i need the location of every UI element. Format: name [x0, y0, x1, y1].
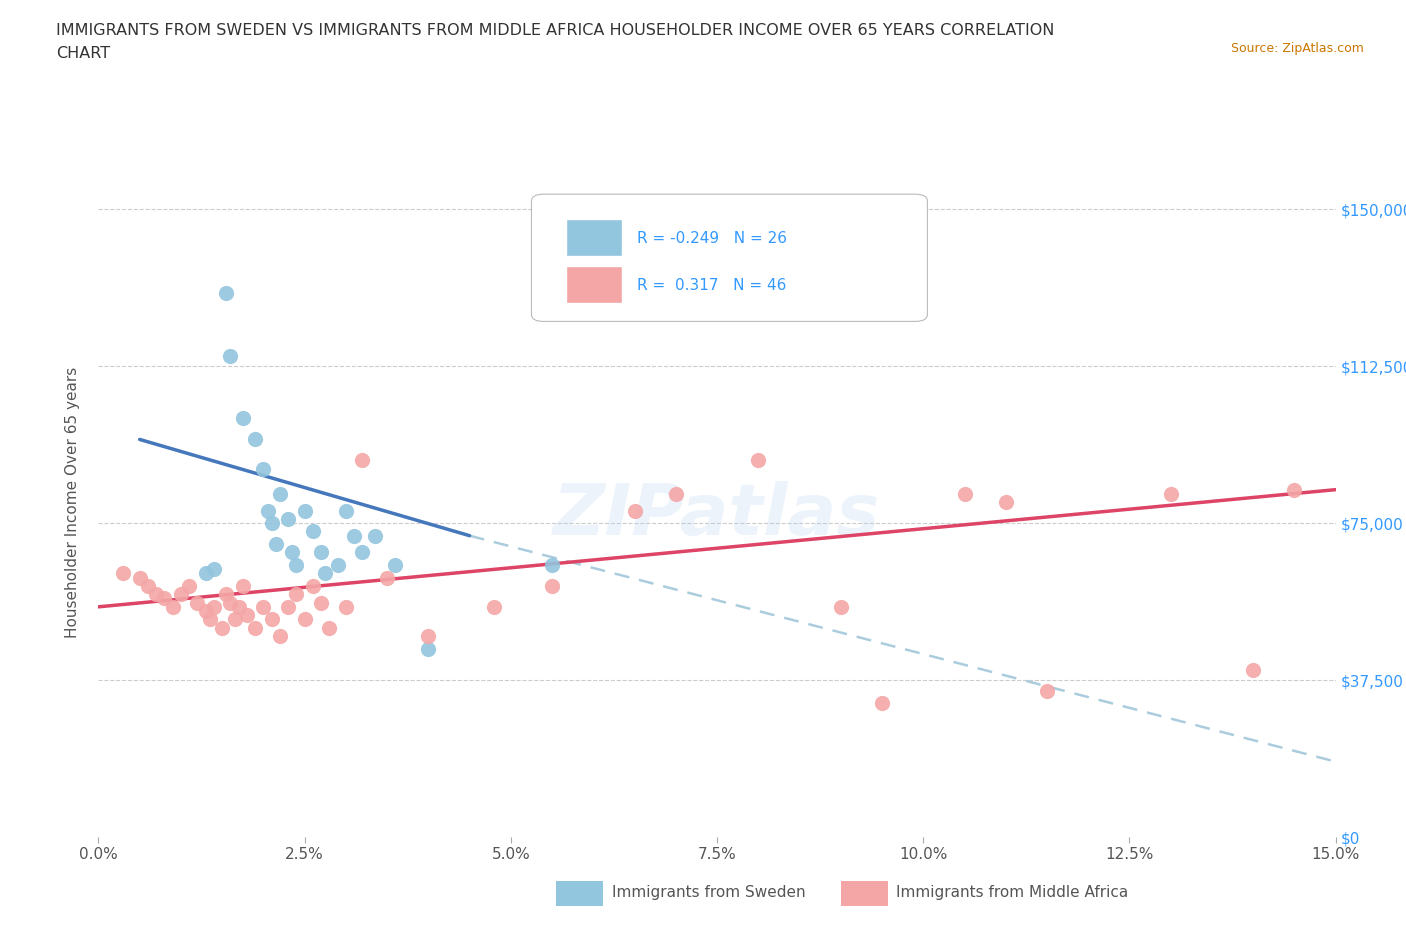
Point	[277, 600, 299, 615]
Point	[232, 578, 254, 593]
Point	[170, 587, 193, 602]
Point	[309, 595, 332, 610]
Point	[418, 642, 440, 657]
Point	[252, 461, 274, 476]
Point	[219, 595, 242, 610]
Point	[202, 600, 225, 615]
Point	[302, 525, 325, 539]
Point	[352, 453, 374, 468]
Point	[830, 600, 852, 615]
FancyBboxPatch shape	[557, 881, 603, 906]
Point	[314, 565, 336, 580]
Point	[309, 545, 332, 560]
Point	[870, 696, 893, 711]
Text: CHART: CHART	[56, 46, 110, 61]
Point	[179, 578, 201, 593]
FancyBboxPatch shape	[567, 219, 621, 256]
Point	[665, 486, 688, 501]
Point	[224, 612, 246, 627]
Point	[260, 516, 283, 531]
Point	[264, 537, 287, 551]
Point	[256, 503, 278, 518]
FancyBboxPatch shape	[567, 266, 621, 302]
Point	[136, 578, 159, 593]
Point	[252, 600, 274, 615]
Point	[215, 286, 238, 300]
Point	[364, 528, 387, 543]
Point	[228, 600, 250, 615]
Point	[202, 562, 225, 577]
Text: R = -0.249   N = 26: R = -0.249 N = 26	[637, 231, 786, 246]
Point	[1241, 662, 1264, 677]
Point	[211, 620, 233, 635]
Point	[153, 591, 176, 606]
Point	[215, 587, 238, 602]
Point	[294, 612, 316, 627]
Point	[994, 495, 1017, 510]
Point	[243, 620, 266, 635]
Point	[281, 545, 304, 560]
Point	[335, 503, 357, 518]
Text: ZIPatlas: ZIPatlas	[554, 481, 880, 550]
Point	[1284, 483, 1306, 498]
Point	[112, 565, 135, 580]
Point	[484, 600, 506, 615]
Point	[335, 600, 357, 615]
Point	[418, 629, 440, 644]
Point	[384, 558, 406, 573]
Point	[352, 545, 374, 560]
Text: Source: ZipAtlas.com: Source: ZipAtlas.com	[1230, 42, 1364, 55]
Point	[541, 558, 564, 573]
FancyBboxPatch shape	[841, 881, 887, 906]
Point	[145, 587, 167, 602]
Point	[232, 411, 254, 426]
Point	[186, 595, 208, 610]
Point	[194, 565, 217, 580]
Point	[277, 512, 299, 526]
Point	[194, 604, 217, 618]
Text: Immigrants from Sweden: Immigrants from Sweden	[612, 885, 806, 900]
Point	[285, 558, 308, 573]
Text: IMMIGRANTS FROM SWEDEN VS IMMIGRANTS FROM MIDDLE AFRICA HOUSEHOLDER INCOME OVER : IMMIGRANTS FROM SWEDEN VS IMMIGRANTS FRO…	[56, 23, 1054, 38]
Text: R =  0.317   N = 46: R = 0.317 N = 46	[637, 278, 786, 293]
Point	[1160, 486, 1182, 501]
Point	[219, 349, 242, 364]
Point	[162, 600, 184, 615]
FancyBboxPatch shape	[531, 194, 928, 322]
Point	[128, 570, 150, 585]
Point	[302, 578, 325, 593]
Text: Immigrants from Middle Africa: Immigrants from Middle Africa	[897, 885, 1129, 900]
Point	[269, 629, 291, 644]
Point	[285, 587, 308, 602]
Y-axis label: Householder Income Over 65 years: Householder Income Over 65 years	[65, 366, 80, 638]
Point	[243, 432, 266, 447]
Point	[541, 578, 564, 593]
Point	[318, 620, 340, 635]
Point	[747, 453, 769, 468]
Point	[294, 503, 316, 518]
Point	[269, 486, 291, 501]
Point	[260, 612, 283, 627]
Point	[375, 570, 398, 585]
Point	[953, 486, 976, 501]
Point	[343, 528, 366, 543]
Point	[326, 558, 349, 573]
Point	[1036, 683, 1059, 698]
Point	[198, 612, 221, 627]
Point	[623, 503, 645, 518]
Point	[236, 608, 259, 623]
